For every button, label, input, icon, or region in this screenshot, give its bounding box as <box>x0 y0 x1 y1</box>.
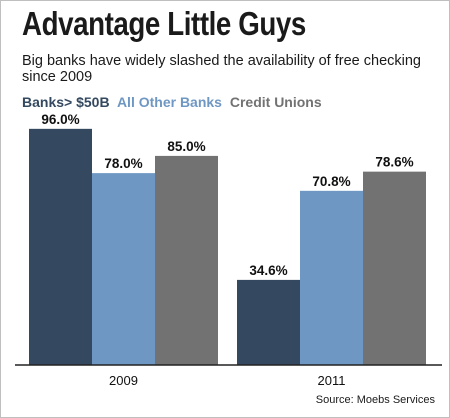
data-label-2011-series-1: 70.8% <box>312 174 350 189</box>
source-note: Source: Moebs Services <box>315 394 435 406</box>
x-tick-label-2009: 2009 <box>109 373 138 388</box>
chart-subtitle: Big banks have widely slashed the availa… <box>22 53 421 85</box>
data-label-2009-series-0: 96.0% <box>41 112 79 127</box>
data-label-2009-series-1: 78.0% <box>104 156 142 171</box>
chart-title: Advantage Little Guys <box>22 5 306 42</box>
bar-2011-series-0 <box>237 279 300 365</box>
data-label-2011-series-0: 34.6% <box>249 263 287 278</box>
bar-2009-series-1 <box>92 173 155 365</box>
chart-legend: Banks> $50B All Other Banks Credit Union… <box>22 94 326 110</box>
data-label-2009-series-2: 85.0% <box>167 139 205 154</box>
legend-item-other-banks: All Other Banks <box>116 94 222 110</box>
bar-2011-series-2 <box>363 171 426 365</box>
bar-2009-series-0 <box>29 128 92 365</box>
data-label-2011-series-2: 78.6% <box>375 155 413 170</box>
legend-item-credit-unions: Credit Unions <box>229 94 322 110</box>
legend-item-banks-large: Banks> $50B <box>22 94 110 110</box>
bar-2009-series-2 <box>155 155 218 365</box>
bar-2011-series-1 <box>300 190 363 365</box>
x-tick-label-2011: 2011 <box>318 373 346 388</box>
